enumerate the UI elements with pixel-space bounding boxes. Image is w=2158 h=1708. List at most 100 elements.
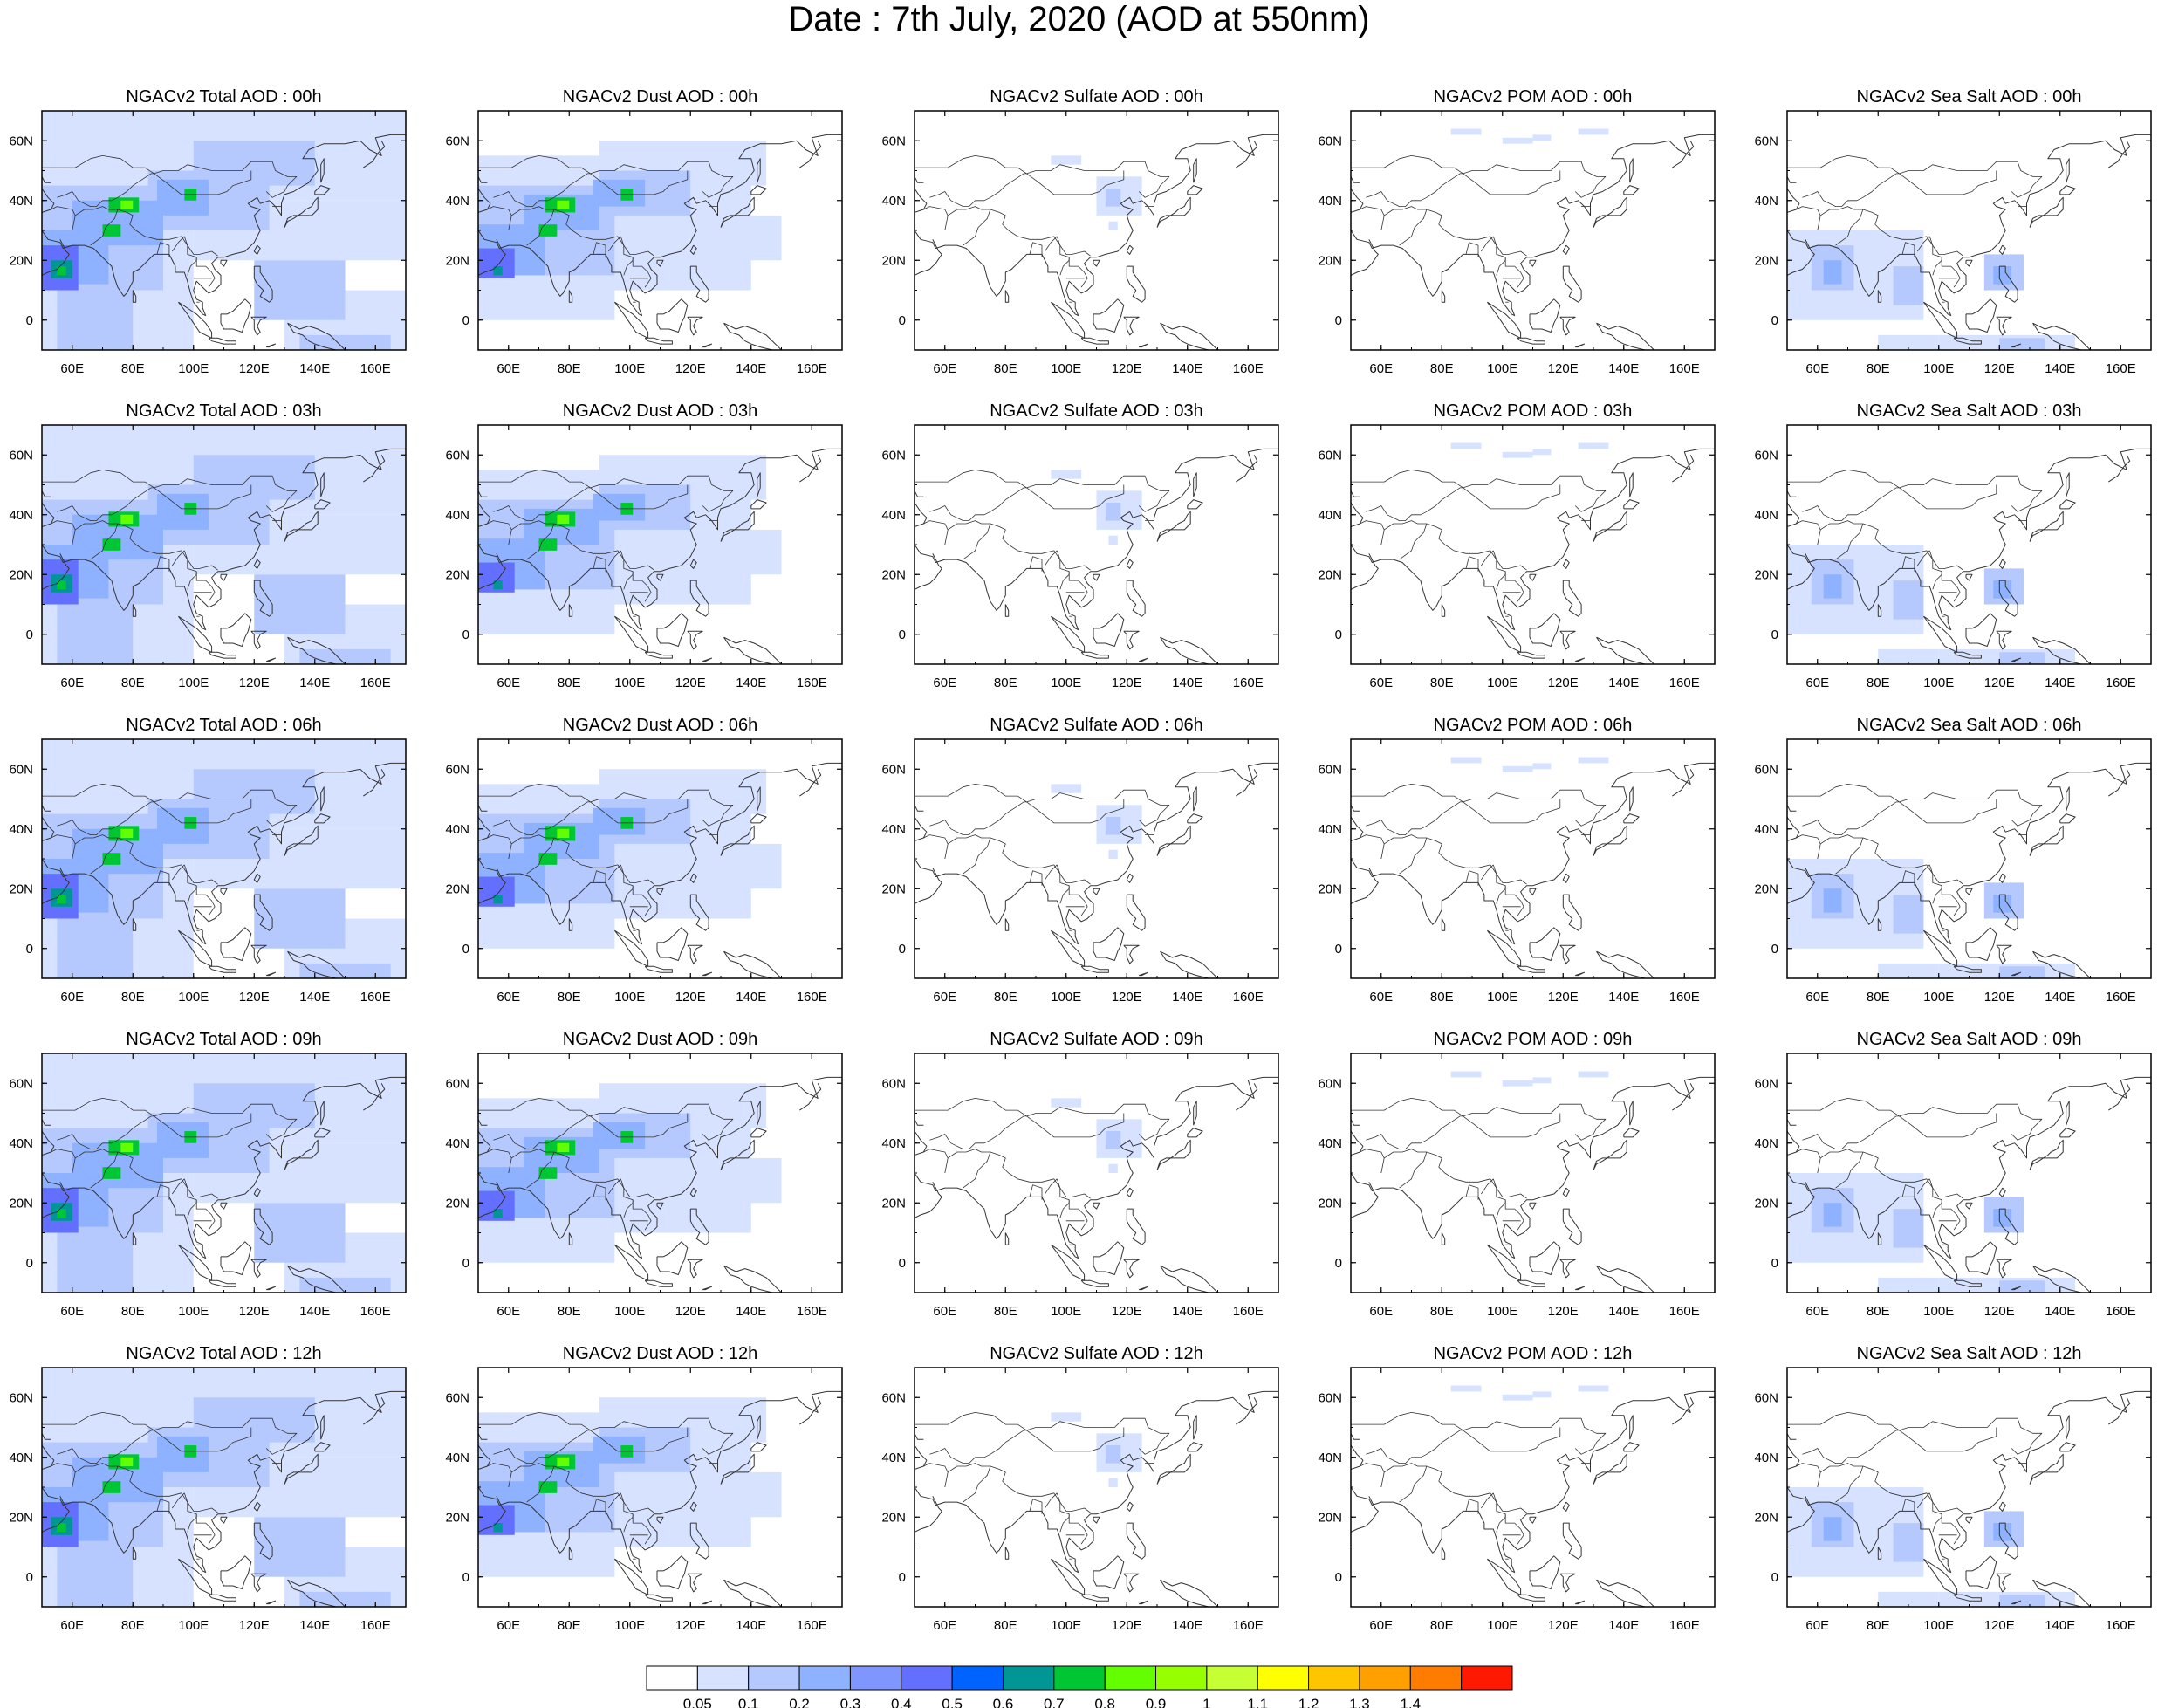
country-border (2011, 1448, 2031, 1455)
map-panel: NGACv2 Sea Salt AOD : 12h 60E 80E 100E 120E 1… (1754, 1344, 2152, 1633)
coastline (1877, 918, 1882, 931)
country-border (915, 155, 1027, 175)
x-tick-label: 80E (994, 990, 1017, 1005)
country-border (154, 484, 252, 510)
y-tick-label: 40N (881, 194, 906, 209)
coastline (478, 1119, 488, 1126)
map-panel: NGACv2 POM AOD : 09h 60E 80E 100E 120E 140E 16… (1318, 1030, 1716, 1319)
coastline (1487, 929, 1522, 967)
coastline (1160, 322, 1218, 350)
y-tick-label: 40N (9, 508, 33, 523)
coastline (1923, 615, 1958, 653)
coastline (757, 158, 761, 183)
map-panel: NGACv2 Total AOD : 06h 60E 80E 100E 120E 140E… (9, 716, 407, 1005)
y-tick-label: 20N (1318, 253, 1342, 268)
coastlines (478, 1076, 842, 1293)
country-border (1492, 236, 1527, 257)
country-border (57, 1115, 154, 1149)
coastlines (1351, 134, 1715, 350)
map-panel: NGACv2 POM AOD : 06h 60E 80E 100E 120E 140E 16… (1318, 716, 1716, 1005)
x-tick-label: 60E (497, 990, 520, 1005)
coastline (132, 290, 137, 303)
aod-cell (57, 266, 66, 276)
coastline (1593, 511, 1627, 542)
coastline (284, 825, 319, 856)
aod-cell (102, 538, 121, 551)
country-border (156, 556, 170, 572)
country-border (510, 1463, 652, 1545)
panel-title: NGACv2 Total AOD : 00h (126, 87, 321, 106)
aod-cell (1532, 763, 1552, 770)
country-border (923, 834, 949, 860)
x-tick-label: 100E (1051, 676, 1081, 690)
aod-cell (557, 1142, 570, 1153)
x-tick-label: 160E (1233, 676, 1264, 690)
aod-field (1051, 784, 1142, 859)
coastline (253, 894, 273, 931)
country-border (1932, 571, 1942, 590)
x-tick-label: 140E (299, 1618, 330, 1633)
coastline (1877, 1547, 1882, 1560)
coastline (799, 1083, 822, 1111)
coastline (1559, 1573, 1576, 1593)
coastline (2032, 636, 2091, 664)
y-tick-label: 20N (445, 1510, 469, 1525)
coastline (220, 613, 252, 647)
coastline (1623, 499, 1640, 510)
panel-title: NGACv2 POM AOD : 06h (1434, 716, 1633, 735)
country-border (1899, 1417, 2043, 1449)
x-tick-label: 60E (1369, 1618, 1393, 1633)
coastline (478, 176, 488, 183)
x-tick-label: 60E (1369, 676, 1393, 690)
coastline (915, 1182, 942, 1218)
x-tick-label: 140E (1172, 361, 1202, 376)
x-tick-label: 160E (797, 676, 827, 690)
map-panel: NGACv2 Dust AOD : 12h 60E 80E 100E 120E 140E 1… (445, 1344, 843, 1633)
coastline (1562, 873, 1570, 883)
country-border (915, 470, 1027, 489)
y-tick-label: 0 (462, 628, 469, 642)
y-tick-label: 0 (1771, 628, 1778, 642)
aod-cell (1532, 1077, 1552, 1084)
coastline (1953, 965, 1982, 973)
coastline (915, 1496, 942, 1533)
coastline (1160, 1579, 1218, 1607)
coastline (2032, 1579, 2091, 1607)
country-border (608, 864, 621, 881)
aod-cell (1450, 1071, 1482, 1078)
aod-cell (1051, 1098, 1082, 1108)
coastline (2029, 196, 2064, 228)
country-border (42, 1412, 154, 1431)
coastline (689, 1522, 709, 1560)
coastline (1517, 337, 1545, 345)
country-border (593, 870, 606, 886)
y-tick-label: 40N (9, 1136, 33, 1151)
country-border (947, 520, 1088, 602)
aod-cell (1051, 784, 1082, 793)
coastline (1156, 196, 1191, 228)
x-tick-label: 80E (994, 676, 1017, 690)
x-tick-label: 120E (239, 990, 270, 1005)
country-border (2011, 1134, 2031, 1141)
y-tick-label: 20N (1318, 1196, 1342, 1211)
country-border (1383, 834, 1524, 916)
country-border (1138, 191, 1158, 198)
map-panel: NGACv2 Total AOD : 00h 60E 80E 100E 120E 140E… (9, 87, 407, 376)
coastline (1080, 1594, 1109, 1602)
country-border (183, 864, 218, 885)
coastline (1093, 1241, 1125, 1275)
aod-cell (254, 1517, 346, 1577)
y-tick-label: 40N (445, 1136, 469, 1151)
coastline (1787, 1496, 1815, 1533)
country-border (172, 1178, 185, 1195)
x-tick-label: 80E (1867, 990, 1890, 1005)
coastline (42, 1433, 51, 1440)
aod-cell (1105, 1131, 1121, 1149)
coastline (266, 343, 277, 348)
country-border (265, 505, 285, 512)
y-tick-label: 0 (1335, 313, 1342, 328)
coastline (1236, 1397, 1258, 1425)
y-tick-label: 20N (1318, 881, 1342, 896)
country-border (154, 1103, 298, 1135)
coastline (1139, 971, 1149, 977)
